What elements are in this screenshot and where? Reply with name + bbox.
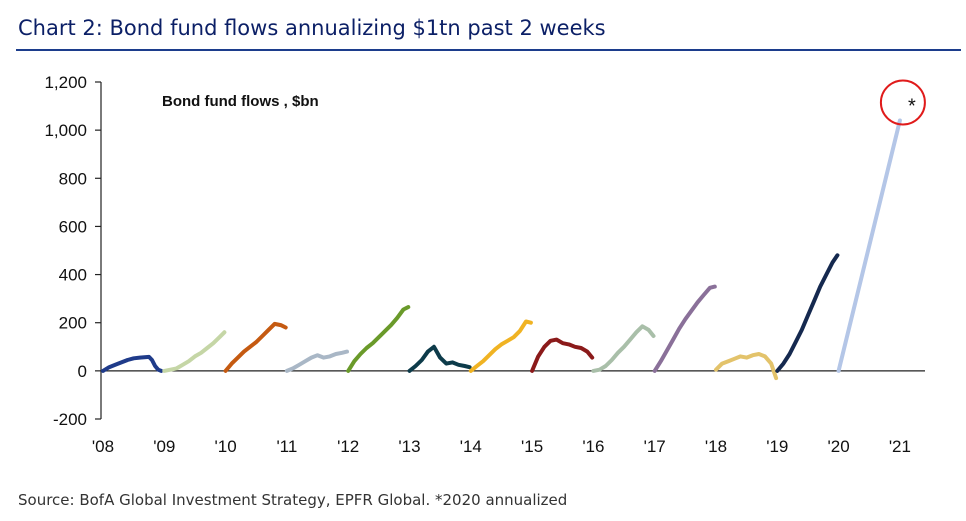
y-tick-label: 1,200	[44, 73, 87, 92]
x-tick-label: '18	[705, 437, 727, 456]
x-tick-label: '21	[889, 437, 911, 456]
series-line-2011	[284, 349, 349, 373]
y-tick-label: 1,000	[44, 121, 87, 140]
y-tick-label: 0	[78, 362, 87, 381]
series-line-2014	[468, 319, 533, 373]
x-tick-label: '11	[276, 437, 297, 456]
series-line-2008	[101, 354, 164, 373]
source-note: Source: BofA Global Investment Strategy,…	[18, 491, 568, 509]
x-tick-label: '20	[828, 437, 850, 456]
annotation-circle	[879, 79, 926, 126]
series-line-2013	[407, 344, 472, 373]
y-tick-label: 600	[59, 217, 87, 236]
y-tick-label: 200	[59, 314, 87, 333]
series-line-2016	[591, 324, 656, 373]
x-tick-label: '13	[398, 437, 420, 456]
bond-fund-flows-chart: -200 0 200 400 600 800 1,000 1,200 '08 '09 '10 '11 '…	[44, 73, 926, 456]
y-tick-label: 400	[59, 266, 87, 285]
y-tick-label: -200	[53, 410, 87, 429]
x-tick-label: '12	[337, 437, 359, 456]
x-tick-label: '17	[644, 437, 666, 456]
x-tick-label: '09	[153, 437, 175, 456]
x-tick-label: '10	[215, 437, 237, 456]
chart-title: Chart 2: Bond fund flows annualizing $1t…	[18, 16, 606, 40]
series-line-2012	[346, 305, 411, 373]
x-tick-label: '16	[582, 437, 604, 456]
series-label: Bond fund flows , $bn	[162, 93, 319, 110]
series-line-2019	[775, 253, 840, 373]
x-tick-label: '08	[92, 437, 114, 456]
series-line-2020	[836, 118, 902, 373]
annotation-asterisk: *	[908, 96, 916, 118]
series-line-2018	[714, 352, 779, 381]
title-divider	[16, 49, 961, 51]
series-line-2017	[652, 284, 717, 373]
series-line-2009	[162, 330, 227, 373]
x-tick-label: '19	[766, 437, 788, 456]
y-tick-label: 800	[59, 169, 87, 188]
x-tick-label: '14	[460, 437, 482, 456]
series-line-2010	[223, 321, 288, 373]
series-line-2015	[530, 337, 595, 373]
x-tick-label: '15	[521, 437, 543, 456]
